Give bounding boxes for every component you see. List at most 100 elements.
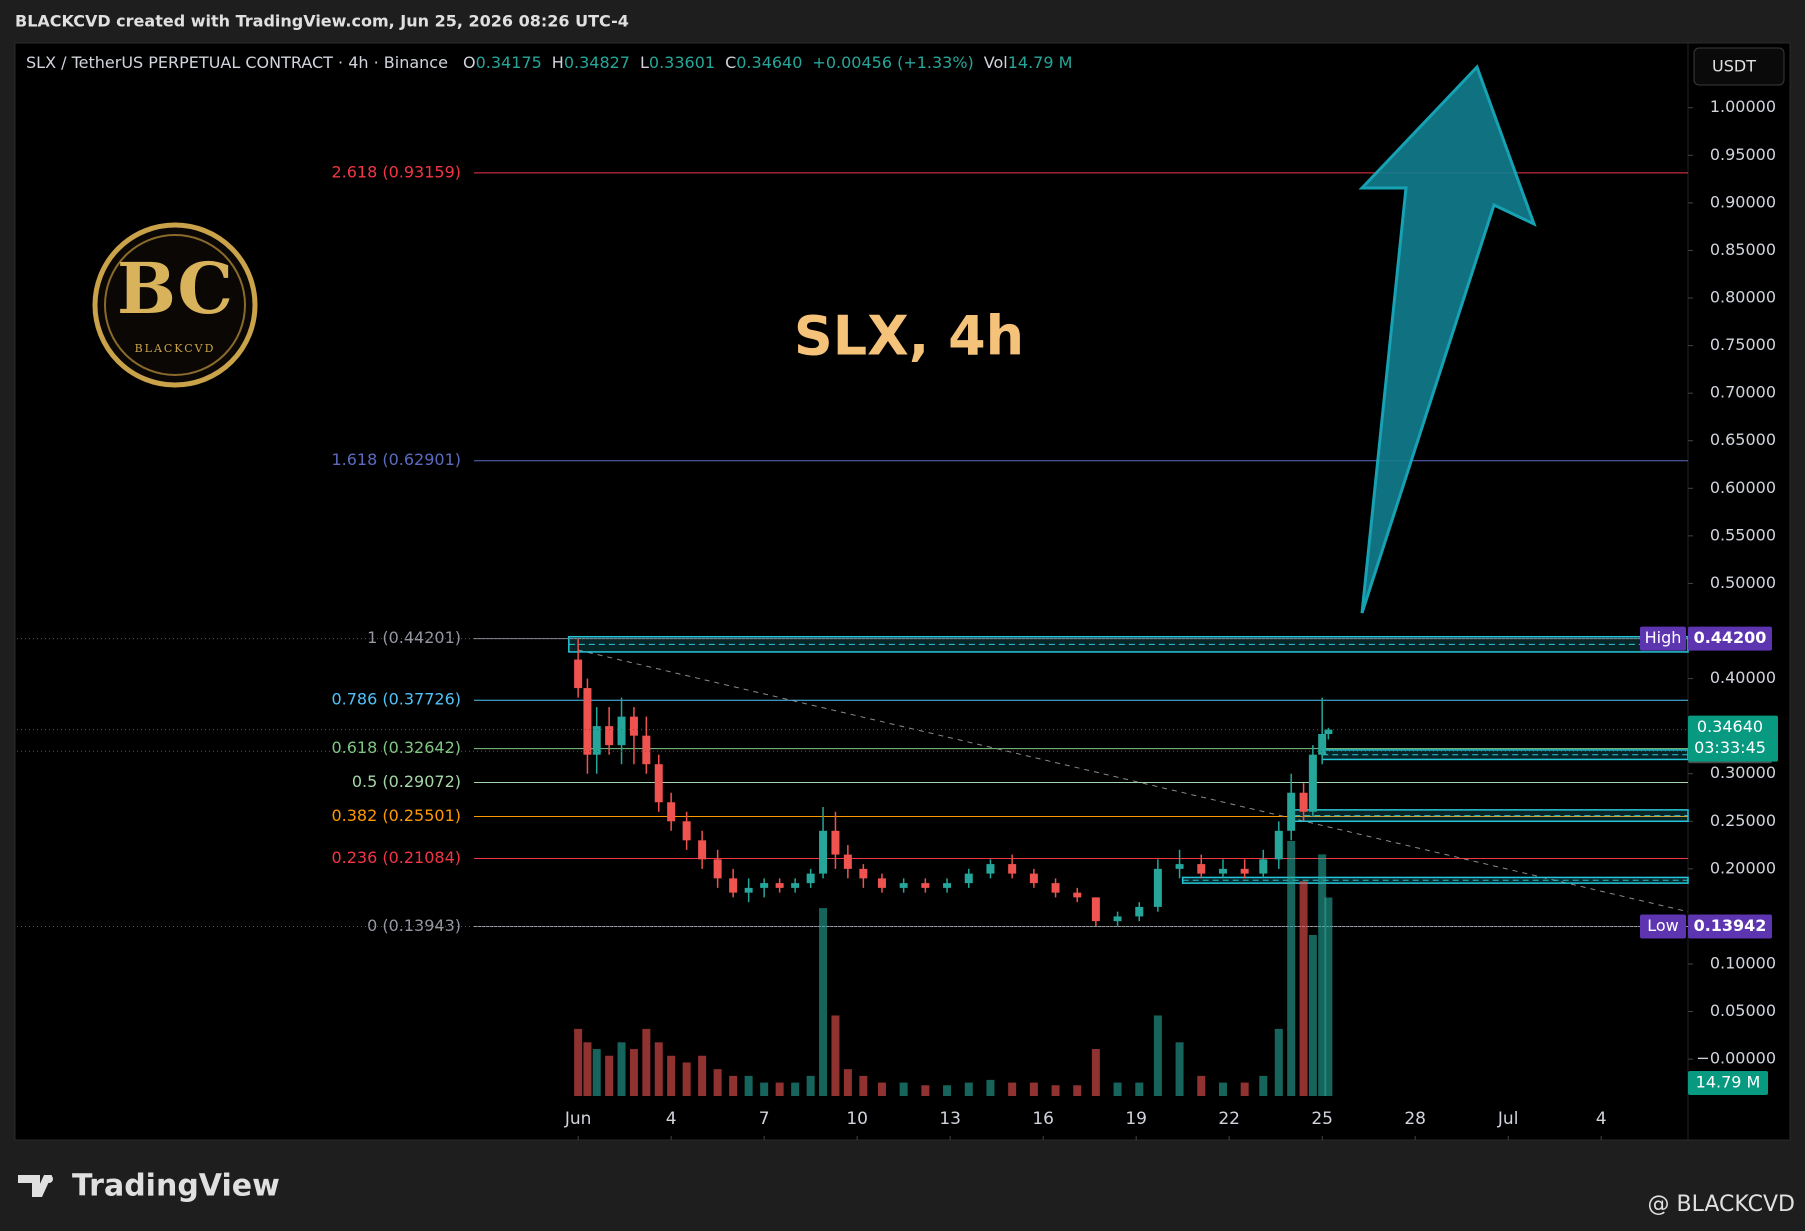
chart-title: SLX, 4h: [794, 305, 1024, 368]
volume-bar: [583, 1042, 592, 1096]
volume-bar: [899, 1082, 908, 1096]
volume-bar: [654, 1042, 663, 1096]
volume-bar: [1008, 1082, 1017, 1096]
volume-bar: [1197, 1075, 1206, 1096]
volume-bar: [642, 1028, 651, 1096]
legend-item: Vol14.79 M: [984, 53, 1073, 72]
x-tick-label: Jun: [564, 1109, 592, 1129]
candle-body: [775, 883, 784, 888]
price-tag: Low: [1647, 916, 1679, 935]
price-tag-box: [1640, 914, 1686, 939]
candle-body: [877, 878, 886, 888]
candle-body: [831, 830, 840, 855]
legend-item: L0.33601: [640, 53, 715, 72]
x-tick-label: Jul: [1497, 1109, 1519, 1129]
attribution: BLACKCVD created with TradingView.com, J…: [15, 12, 629, 31]
candle-body: [629, 716, 638, 736]
legend-item: O0.34175: [463, 53, 542, 72]
fib-label: 0 (0.13943): [367, 916, 461, 935]
volume-bar: [1113, 1082, 1122, 1096]
fib-label: 1.618 (0.62901): [331, 450, 461, 469]
legend-key: C: [725, 53, 737, 72]
volume-bar: [605, 1055, 614, 1096]
y-tick-label: 0.65000: [1710, 430, 1776, 449]
volume-bar: [1324, 897, 1333, 1096]
trendline: [578, 649, 1689, 913]
volume-bar: [1073, 1085, 1082, 1096]
candle-body: [964, 873, 973, 884]
fib-label: 1 (0.44201): [367, 628, 461, 647]
candle-body: [1073, 892, 1082, 898]
legend-value: 14.79 M: [1007, 53, 1073, 72]
legend-key: O: [463, 53, 476, 72]
candle-body: [1091, 897, 1100, 922]
candle-body: [642, 735, 651, 765]
volume-bar: [986, 1079, 995, 1096]
current-price: 0.34640: [1697, 717, 1763, 736]
volume-bar: [744, 1075, 753, 1096]
x-tick-label: 13: [939, 1109, 961, 1129]
y-tick-label: 0.30000: [1710, 763, 1776, 782]
candle-body: [617, 716, 626, 746]
volume-bar: [1175, 1042, 1184, 1096]
volume-bar: [1029, 1082, 1038, 1096]
candle-body: [583, 688, 592, 755]
candle-body: [791, 883, 800, 888]
currency-button[interactable]: [1693, 47, 1785, 86]
volume-bar: [592, 1049, 601, 1096]
candle-body: [1324, 729, 1333, 734]
volume-bar: [682, 1062, 691, 1096]
y-tick-label: −0.00000: [1696, 1049, 1776, 1068]
x-tick-label: 16: [1032, 1109, 1054, 1129]
candle-body: [1029, 873, 1038, 884]
candle-body: [744, 887, 753, 893]
candle-body: [921, 883, 930, 888]
candle-body: [667, 802, 676, 822]
candle-body: [806, 873, 815, 884]
volume-bar: [574, 1028, 583, 1096]
y-tick-label: 0.50000: [1710, 573, 1776, 592]
volume-bar: [1274, 1028, 1283, 1096]
volume-bar: [1318, 854, 1327, 1096]
fib-label: 0.786 (0.37726): [331, 690, 461, 709]
volume-label: 14.79 M: [1696, 1073, 1761, 1092]
candle-body: [760, 883, 769, 888]
currency-label[interactable]: USDT: [1712, 57, 1756, 76]
volume-label-box: [1688, 1071, 1768, 1095]
fib-label: 0.618 (0.32642): [331, 738, 461, 757]
y-tick-label: 0.75000: [1710, 335, 1776, 354]
candle-body: [899, 883, 908, 888]
y-tick-label: 0.55000: [1710, 525, 1776, 544]
volume-bar: [1091, 1049, 1100, 1096]
y-tick-label: 0.05000: [1710, 1001, 1776, 1020]
y-tick-label: 0.95000: [1710, 145, 1776, 164]
candle-body: [592, 726, 601, 755]
candle-body: [1240, 868, 1249, 874]
volume-bar: [713, 1069, 722, 1096]
price-label-box: [1688, 914, 1772, 939]
candle-body: [1308, 754, 1317, 812]
legend-key: Vol: [983, 53, 1008, 72]
plot-area: −0.00000 0.05000 0.10000 0.20000 0.25000 0.30…: [17, 97, 1778, 1140]
y-tick-label: 0.25000: [1710, 811, 1776, 830]
logo-monogram: BC: [117, 247, 233, 330]
candle-body: [698, 840, 707, 860]
candle-body: [574, 659, 583, 689]
footer-handle: @ BLACKCVD: [1648, 1192, 1795, 1217]
x-tick-label: 25: [1311, 1109, 1333, 1129]
legend-key: H: [551, 53, 564, 72]
y-tick-label: 0.20000: [1710, 858, 1776, 877]
candle-body: [1175, 864, 1184, 869]
chart-frame: [14, 42, 1791, 1141]
countdown: 03:33:45: [1694, 738, 1766, 757]
volume-bar: [819, 908, 828, 1096]
y-tick-label: 0.10000: [1710, 953, 1776, 972]
tv-icon: [18, 1175, 52, 1197]
candle-body: [1197, 864, 1206, 874]
symbol: SLX / TetherUS PERPETUAL CONTRACT · 4h ·…: [26, 53, 448, 72]
legend-value: 0.34827: [563, 53, 630, 72]
logo-name: BLACKCVD: [135, 342, 216, 355]
volume-bar: [698, 1055, 707, 1096]
